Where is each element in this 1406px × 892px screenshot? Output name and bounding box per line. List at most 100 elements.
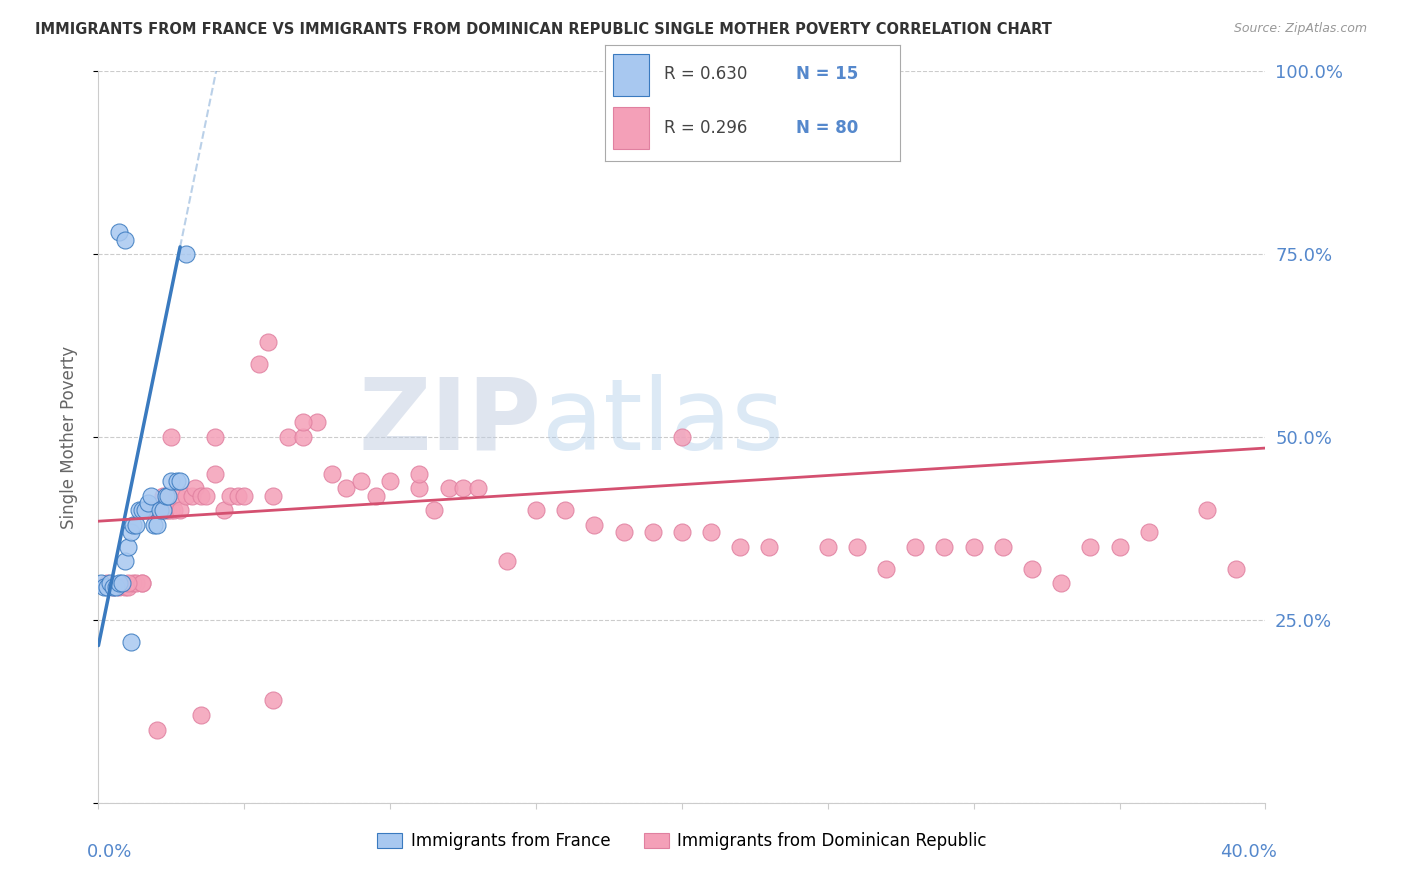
Point bbox=[730, 540, 752, 554]
Point bbox=[90, 576, 112, 591]
Point bbox=[155, 489, 177, 503]
Text: R = 0.296: R = 0.296 bbox=[664, 119, 747, 136]
Point bbox=[108, 576, 131, 591]
Point bbox=[160, 430, 183, 444]
Point bbox=[104, 580, 127, 594]
Point bbox=[146, 503, 169, 517]
Point bbox=[183, 481, 205, 495]
Point bbox=[364, 489, 387, 503]
Point bbox=[321, 467, 343, 481]
Point bbox=[1137, 525, 1160, 540]
Point bbox=[247, 357, 270, 371]
Point bbox=[117, 540, 139, 554]
Text: 0.0%: 0.0% bbox=[87, 843, 132, 861]
Point bbox=[114, 554, 136, 568]
Text: R = 0.630: R = 0.630 bbox=[664, 65, 747, 83]
Point bbox=[131, 503, 153, 517]
Point bbox=[612, 525, 634, 540]
Point bbox=[256, 334, 278, 349]
Point bbox=[142, 517, 165, 532]
Point bbox=[262, 489, 284, 503]
Point bbox=[139, 503, 162, 517]
Point bbox=[114, 233, 136, 247]
Bar bbox=[613, 107, 650, 149]
Point bbox=[583, 517, 606, 532]
Point bbox=[190, 708, 212, 723]
Point bbox=[108, 225, 131, 239]
Point bbox=[291, 416, 314, 430]
Point bbox=[114, 580, 136, 594]
Point bbox=[218, 489, 240, 503]
Point bbox=[991, 540, 1014, 554]
Point bbox=[174, 489, 197, 503]
Point bbox=[101, 580, 124, 594]
Point bbox=[1021, 562, 1043, 576]
Point bbox=[423, 503, 446, 517]
Point bbox=[134, 503, 156, 517]
Point bbox=[146, 723, 169, 737]
Point bbox=[131, 576, 153, 591]
Point bbox=[96, 576, 118, 591]
Point bbox=[136, 496, 159, 510]
Point bbox=[111, 576, 134, 591]
Point bbox=[174, 247, 197, 261]
Point bbox=[204, 430, 226, 444]
Point bbox=[262, 693, 284, 707]
Point bbox=[671, 525, 693, 540]
Point bbox=[117, 580, 139, 594]
Point bbox=[700, 525, 723, 540]
Point bbox=[136, 503, 159, 517]
Point bbox=[1050, 576, 1073, 591]
Text: atlas: atlas bbox=[541, 374, 783, 471]
Point bbox=[152, 503, 174, 517]
Point bbox=[146, 517, 169, 532]
Point bbox=[157, 503, 180, 517]
Point bbox=[350, 474, 373, 488]
Point bbox=[233, 489, 256, 503]
Point bbox=[101, 580, 124, 594]
Point bbox=[139, 489, 162, 503]
Point bbox=[180, 489, 202, 503]
Point bbox=[190, 489, 212, 503]
Point bbox=[1080, 540, 1102, 554]
Point bbox=[641, 525, 664, 540]
Point bbox=[152, 489, 174, 503]
Point bbox=[875, 562, 897, 576]
Point bbox=[120, 635, 142, 649]
Point bbox=[451, 481, 474, 495]
Point bbox=[934, 540, 956, 554]
Point bbox=[128, 503, 150, 517]
Point bbox=[195, 489, 218, 503]
Point bbox=[335, 481, 357, 495]
Point bbox=[108, 580, 131, 594]
Point bbox=[96, 580, 118, 594]
Point bbox=[307, 416, 329, 430]
Point bbox=[163, 503, 186, 517]
Point bbox=[122, 517, 145, 532]
Point bbox=[1108, 540, 1130, 554]
Point bbox=[277, 430, 299, 444]
Point bbox=[467, 481, 489, 495]
Point bbox=[160, 503, 183, 517]
Point bbox=[437, 481, 460, 495]
Point bbox=[204, 467, 226, 481]
Point bbox=[1195, 503, 1218, 517]
Text: N = 15: N = 15 bbox=[796, 65, 859, 83]
Point bbox=[291, 430, 314, 444]
Point bbox=[93, 580, 115, 594]
Legend: Immigrants from France, Immigrants from Dominican Republic: Immigrants from France, Immigrants from … bbox=[371, 825, 993, 856]
Text: ZIP: ZIP bbox=[359, 374, 541, 471]
Point bbox=[117, 576, 139, 591]
Point bbox=[142, 503, 165, 517]
Point bbox=[125, 576, 148, 591]
Text: N = 80: N = 80 bbox=[796, 119, 859, 136]
Point bbox=[408, 481, 430, 495]
Point bbox=[160, 474, 183, 488]
Point bbox=[125, 517, 148, 532]
Point bbox=[380, 474, 402, 488]
Point bbox=[157, 489, 180, 503]
Point bbox=[149, 503, 172, 517]
Point bbox=[671, 430, 693, 444]
Point bbox=[524, 503, 547, 517]
Point bbox=[554, 503, 576, 517]
